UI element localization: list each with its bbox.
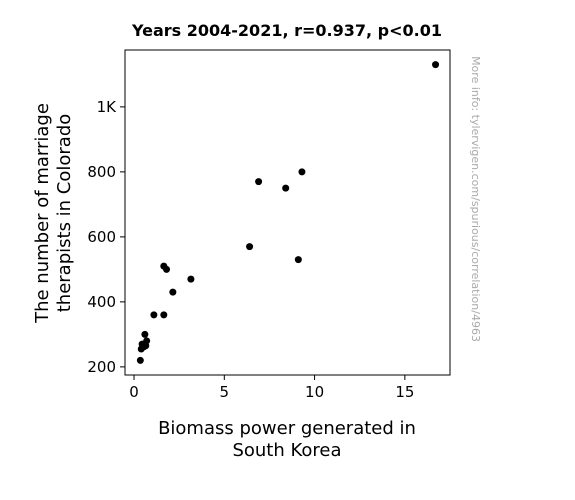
data-point [298, 168, 306, 176]
y-axis-label-line-1: The number of marriage [32, 103, 53, 324]
data-point [282, 184, 290, 192]
data-point [150, 311, 158, 319]
y-tick-label: 1K [97, 98, 118, 116]
y-tick-label: 800 [87, 163, 116, 181]
y-tick-label: 400 [87, 293, 116, 311]
data-point [169, 288, 177, 296]
x-tick-label: 10 [305, 383, 324, 401]
data-point [255, 178, 263, 186]
data-point [294, 256, 302, 264]
chart-title: Years 2004-2021, r=0.937, p<0.01 [131, 21, 442, 40]
y-axis-label-line-2: therapists in Colorado [54, 114, 75, 313]
data-point [246, 243, 254, 251]
y-tick-label: 200 [87, 358, 116, 376]
data-points [136, 61, 440, 364]
data-point [143, 337, 151, 345]
y-axis: 200 400 600 800 1K [87, 98, 125, 376]
y-tick-label: 600 [87, 228, 116, 246]
x-tick-label: 15 [395, 383, 414, 401]
x-axis-label-line-2: South Korea [232, 440, 341, 461]
data-point [187, 275, 195, 283]
data-point [163, 265, 171, 273]
data-point [136, 356, 144, 364]
x-axis: 0 5 10 15 [129, 375, 414, 401]
watermark: More info: tylervigen.com/spurious/corre… [469, 56, 482, 342]
x-axis-label-line-1: Biomass power generated in [158, 418, 416, 439]
data-point [432, 61, 440, 69]
data-point [141, 330, 149, 338]
x-tick-label: 0 [129, 383, 139, 401]
data-point [160, 311, 168, 319]
plot-area [124, 49, 451, 376]
x-tick-label: 5 [220, 383, 230, 401]
